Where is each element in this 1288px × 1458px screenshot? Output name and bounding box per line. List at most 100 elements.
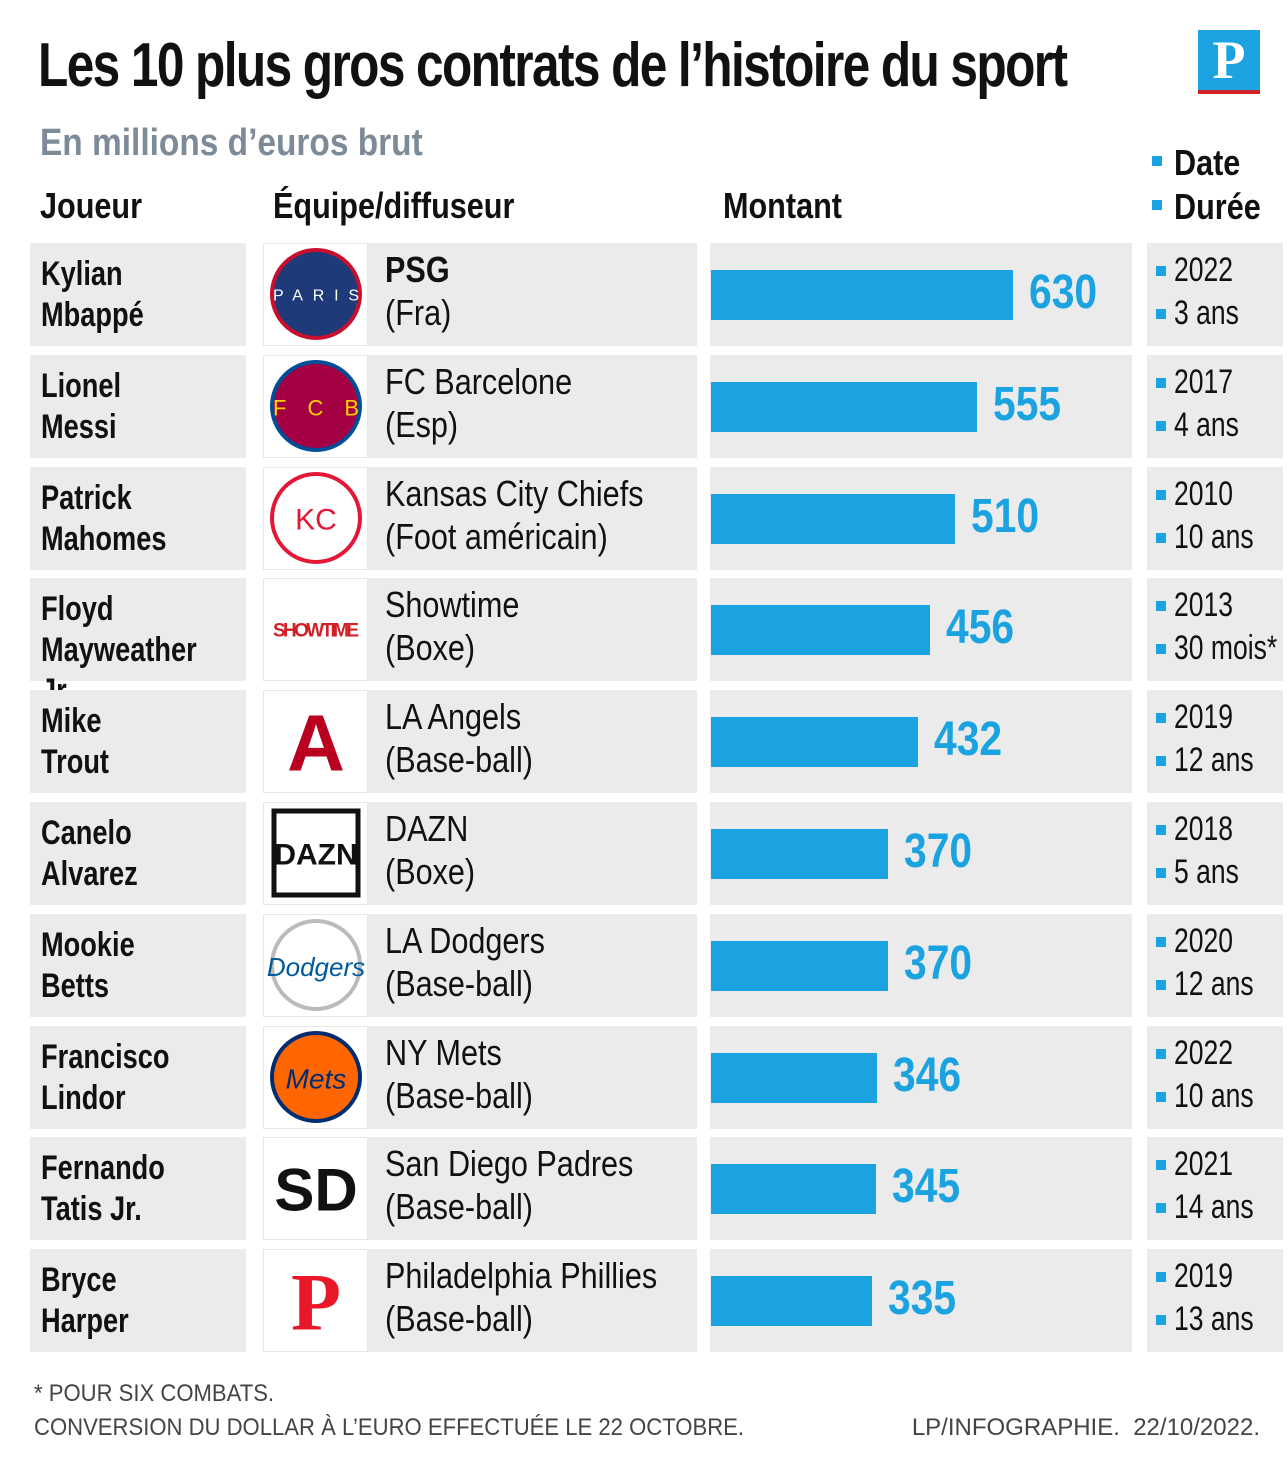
team-logo: FCB (270, 359, 362, 452)
logo-text: SD (274, 1157, 357, 1224)
player-name: Mike Trout (41, 702, 109, 782)
logo-text: KC (295, 503, 337, 536)
bullet (1156, 936, 1166, 947)
bullet (1156, 756, 1166, 767)
date-cell: 2021 14 ans (1147, 1137, 1283, 1241)
logo-text: A (287, 699, 345, 788)
value-label: 370 (904, 825, 973, 878)
team-cell: FC Barcelone (Esp) (368, 354, 697, 458)
bullet (1156, 644, 1166, 655)
duration: 10 ans (1174, 517, 1254, 556)
date-cell: 2019 12 ans (1147, 690, 1283, 794)
footnote: * POUR SIX COMBATS. (34, 1380, 275, 1407)
player-cell: Francisco Lindor (30, 1025, 246, 1129)
player-cell: Bryce Harper (30, 1249, 246, 1353)
team-logo: DAZN (271, 808, 361, 898)
team-league: (Boxe) (385, 851, 476, 892)
date: 2019 (1174, 698, 1233, 737)
date-cell: 2019 13 ans (1147, 1249, 1283, 1353)
date: 2018 (1174, 810, 1233, 848)
duration: 12 ans (1174, 964, 1254, 1003)
logo-text: P (291, 1257, 341, 1348)
team-cell: San Diego Padres (Base-ball) (368, 1137, 697, 1241)
team-logo: A (287, 699, 345, 788)
team-logo: PARIS (270, 248, 362, 340)
bullet (1156, 1203, 1166, 1214)
team-cell: PSG (Fra) (368, 243, 697, 346)
bar-cell: 346 (710, 1025, 1132, 1129)
team-name: Philadelphia Phillies (385, 1255, 658, 1297)
value-label: 510 (971, 489, 1040, 543)
team-cell: LA Dodgers (Base-ball) (368, 913, 697, 1017)
logo-text: SHOWTIME (273, 621, 359, 642)
player-name: Patrick Mahomes (41, 478, 167, 558)
bullet (1156, 532, 1166, 543)
bar-cell: 456 (710, 578, 1132, 682)
team-league: (Base-ball) (385, 1186, 533, 1228)
bar-cell: 335 (710, 1249, 1132, 1353)
logo-cell: KC (263, 466, 368, 570)
bar (711, 940, 889, 991)
logo-cell: DAZN (263, 802, 368, 905)
logo-cell: P (263, 1249, 368, 1353)
logo-text: Dodgers (267, 952, 365, 982)
bullet (1156, 979, 1166, 990)
bar (711, 605, 930, 656)
player-cell: Canelo Alvarez (30, 802, 246, 905)
bullet (1156, 1091, 1166, 1102)
date: 2022 (1174, 1033, 1233, 1072)
value-label: 345 (892, 1160, 961, 1214)
bullet (1156, 489, 1166, 500)
team-league: (Esp) (385, 403, 459, 445)
logo-cell: Mets (263, 1025, 368, 1129)
bullet (1156, 377, 1166, 388)
team-league: (Base-ball) (385, 1298, 533, 1340)
team-league: (Base-ball) (385, 739, 533, 781)
duration: 3 ans (1174, 294, 1239, 332)
chart-title: Les 10 plus gros contrats de l’histoire … (38, 31, 1068, 100)
logo-cell: PARIS (263, 243, 368, 346)
duration: 4 ans (1174, 405, 1239, 444)
value-label: 630 (1029, 266, 1098, 319)
header-date: Date (1174, 142, 1241, 183)
date: 2021 (1174, 1145, 1233, 1184)
bar-cell: 370 (710, 802, 1132, 905)
team-logo: KC (270, 471, 362, 564)
team-logo: SHOWTIME (273, 621, 359, 642)
bullet (1156, 266, 1166, 276)
bullet (1156, 601, 1166, 612)
team-cell: Showtime (Boxe) (368, 578, 697, 682)
header-amount: Montant (723, 185, 842, 226)
player-name: Canelo Alvarez (41, 814, 138, 893)
team-league: (Boxe) (385, 627, 476, 669)
duration: 5 ans (1174, 853, 1239, 891)
bar (711, 829, 889, 879)
player-name: Fernando Tatis Jr. (41, 1149, 165, 1229)
bar-cell: 345 (710, 1137, 1132, 1241)
value-label: 346 (892, 1048, 961, 1102)
team-league: (Base-ball) (385, 1074, 533, 1116)
player-name: Bryce Harper (41, 1261, 129, 1341)
header-duration: Durée (1174, 186, 1261, 227)
subtitle: En millions d’euros brut (40, 122, 423, 164)
team-league: (Foot américain) (385, 515, 608, 557)
header-bullet (1152, 156, 1162, 166)
player-cell: Mike Trout (30, 690, 246, 794)
bar-cell: 555 (710, 354, 1132, 458)
bullet (1156, 420, 1166, 431)
header-team: Équipe/diffuseur (273, 185, 515, 226)
duration: 10 ans (1174, 1076, 1254, 1115)
team-cell: NY Mets (Base-ball) (368, 1025, 697, 1129)
team-cell: LA Angels (Base-ball) (368, 690, 697, 794)
date-cell: 2022 3 ans (1147, 243, 1283, 346)
bar (711, 717, 919, 768)
bar (711, 493, 956, 544)
date-cell: 2018 5 ans (1147, 802, 1283, 905)
date-cell: 2022 10 ans (1147, 1025, 1283, 1129)
date-cell: 2013 30 mois* (1147, 578, 1283, 682)
team-name: NY Mets (385, 1031, 502, 1073)
logo-text: DAZN (274, 839, 357, 872)
bar-cell: 630 (710, 243, 1132, 346)
bullet (1156, 1160, 1166, 1171)
logo-cell: Dodgers (263, 913, 368, 1017)
